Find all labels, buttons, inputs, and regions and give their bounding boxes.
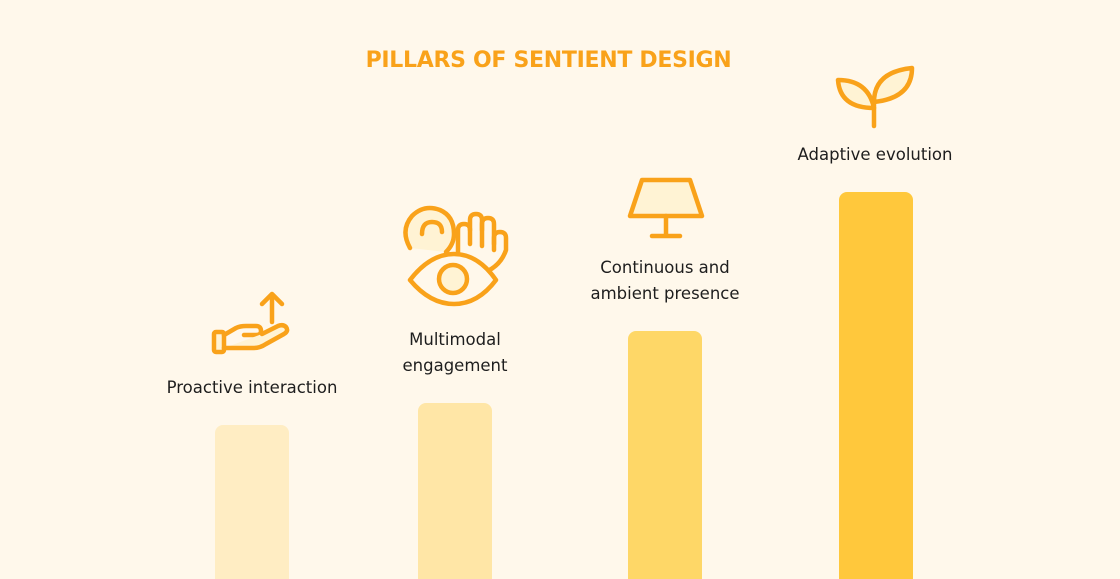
pillar-label-line: engagement (402, 356, 508, 375)
pillar-label-line: Proactive interaction (166, 378, 338, 397)
pillar-bar (418, 403, 492, 579)
pillar-label-line: Adaptive evolution (797, 145, 953, 164)
pillar-label: Multimodal engagement (355, 327, 555, 379)
pillar-label-line: Multimodal (409, 330, 501, 349)
diagram-title: PILLARS OF SENTIENT DESIGN (365, 48, 732, 73)
pillar-bar (839, 192, 913, 579)
pillar-label-line: ambient presence (590, 284, 740, 303)
hand-offering-arrow-up-icon (211, 291, 290, 355)
pillar-label-line: Continuous and (600, 258, 730, 277)
pillar-bar (215, 425, 289, 579)
ear-eye-hand-icon (403, 205, 509, 307)
lamp-icon (627, 177, 705, 239)
pillar-bar (628, 331, 702, 579)
pillar-label: Continuous and ambient presence (565, 255, 765, 307)
pillar-label: Adaptive evolution (775, 142, 975, 168)
pillar-label: Proactive interaction (152, 375, 352, 401)
